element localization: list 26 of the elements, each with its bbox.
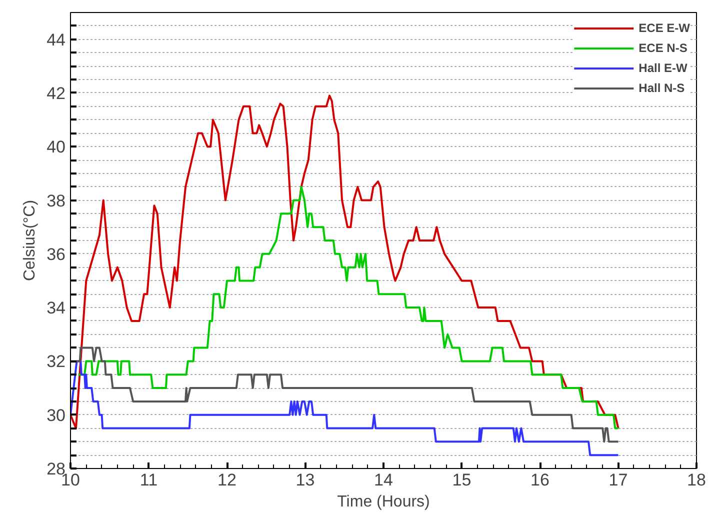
y-tick-label: 42 — [46, 84, 66, 103]
x-tick-label: 14 — [374, 470, 393, 490]
line-series — [77, 186, 620, 430]
x-tick-label: 11 — [140, 470, 158, 490]
x-axis-title: Time (Hours) — [337, 494, 430, 510]
y-tick-label: 30 — [46, 406, 66, 425]
y-tick-label: 40 — [46, 138, 66, 157]
x-tick-label: 16 — [530, 470, 550, 490]
legend-label: Hall N-S — [638, 81, 685, 95]
line-series — [70, 360, 620, 456]
y-tick-label: 32 — [46, 352, 66, 372]
x-tick-label: 12 — [218, 470, 236, 490]
x-tick-label: 17 — [608, 470, 628, 490]
line-series — [70, 346, 620, 443]
x-tick-label: 15 — [452, 470, 472, 490]
legend-label: ECE N-S — [638, 41, 688, 55]
line-series — [70, 94, 620, 430]
y-tick-label: 34 — [46, 298, 66, 318]
y-tick-label: 44 — [46, 30, 66, 50]
y-tick-label: 38 — [46, 191, 66, 210]
y-tick-label: 36 — [46, 244, 66, 264]
legend-label: Hall E-W — [638, 61, 688, 75]
x-tick-label: 13 — [296, 470, 315, 490]
x-tick-label: 18 — [687, 470, 706, 490]
legend-label: ECE E-W — [638, 21, 690, 35]
y-axis-title: Celsius(°C) — [22, 200, 39, 282]
